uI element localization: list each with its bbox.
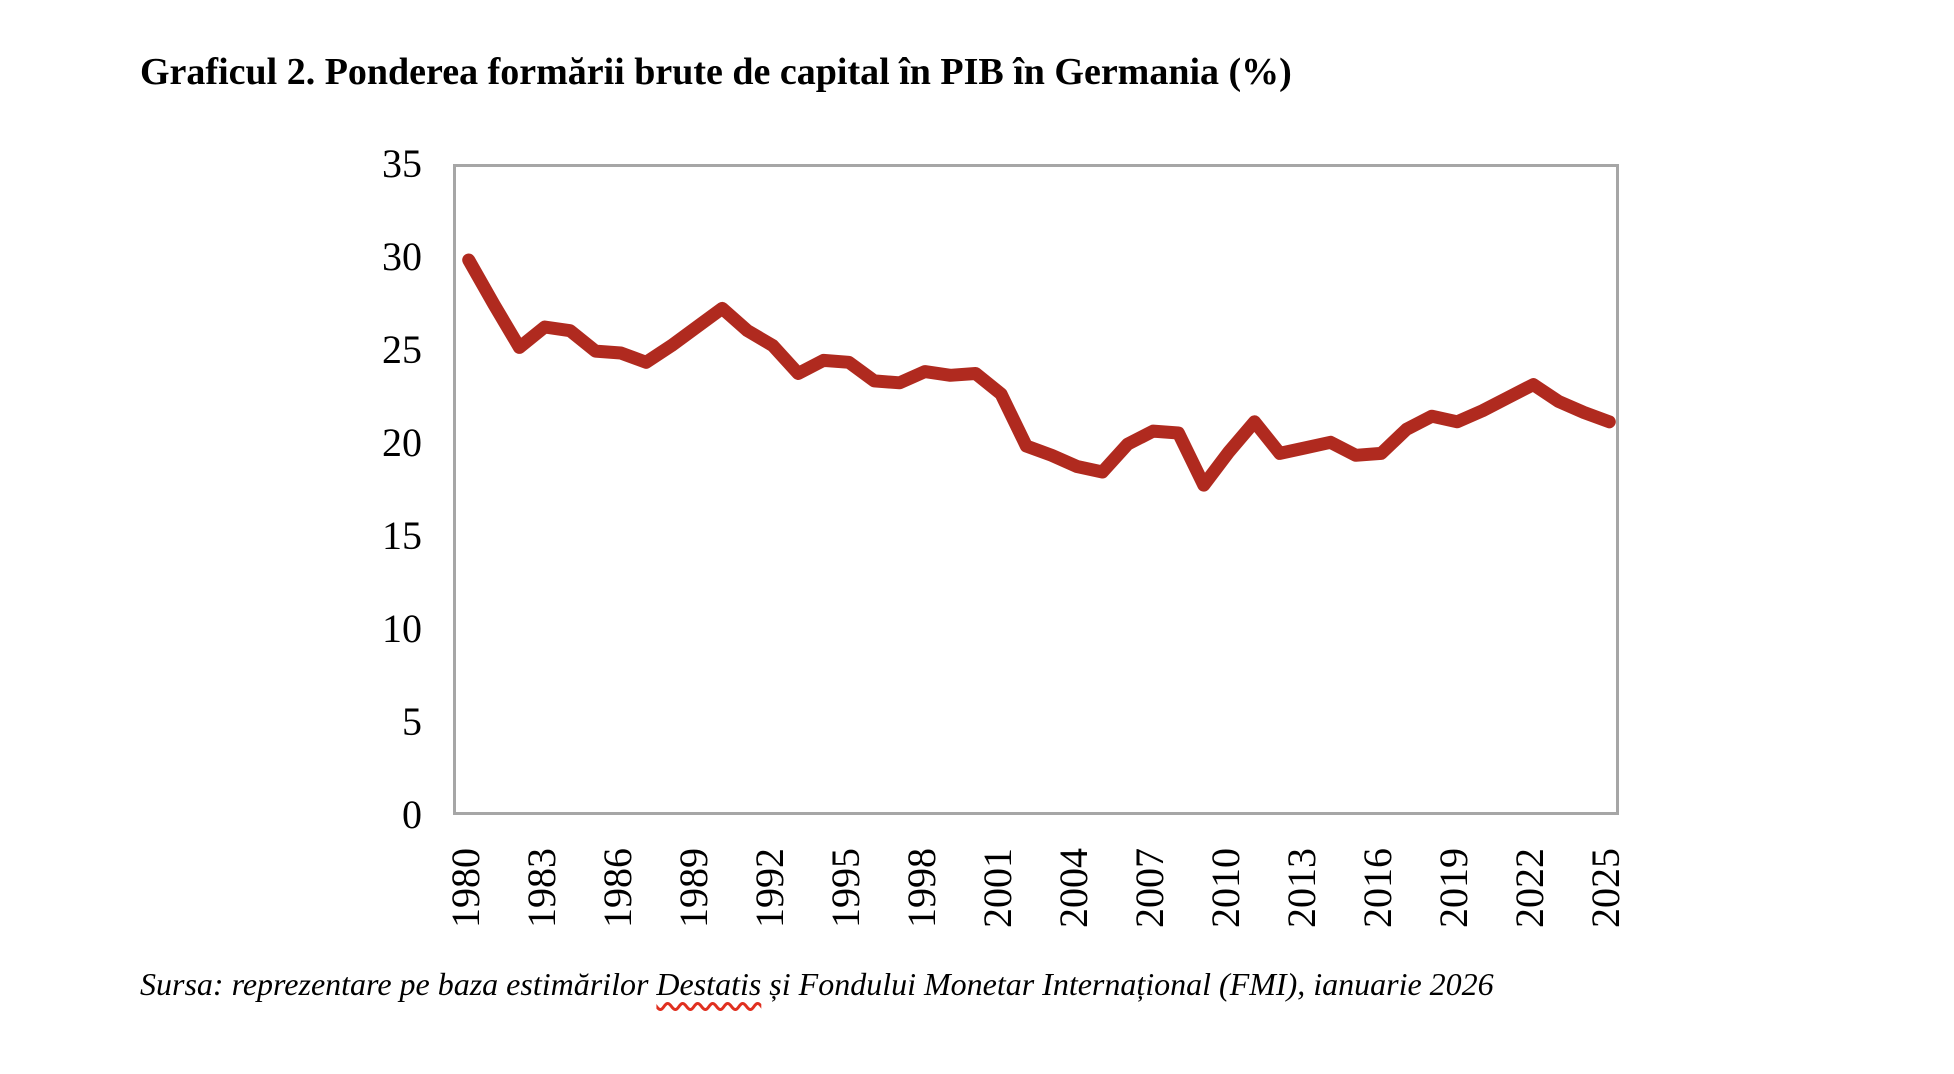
data-line	[462, 253, 1616, 492]
x-tick-label: 1995	[822, 848, 868, 928]
x-tick-label: 1989	[670, 848, 716, 928]
x-tick-label: 2004	[1051, 848, 1097, 928]
y-tick-label: 10	[382, 606, 422, 651]
x-tick-label: 1992	[746, 848, 792, 928]
plot-area	[453, 164, 1619, 815]
x-tick-label: 2025	[1583, 848, 1629, 928]
x-tick-label: 1998	[898, 848, 944, 928]
x-tick-label: 2001	[974, 848, 1020, 928]
x-tick-label: 1983	[518, 848, 564, 928]
y-tick-label: 5	[402, 699, 422, 744]
x-tick-label: 2013	[1279, 848, 1325, 928]
source-flagged-word: Destatis	[656, 966, 762, 1002]
y-tick-label: 35	[382, 141, 422, 186]
y-tick-label: 20	[382, 420, 422, 465]
y-tick-label: 30	[382, 234, 422, 279]
y-tick-label: 0	[402, 792, 422, 837]
source-text-continued: și Fondului Monetar Internațional (FMI),…	[761, 966, 1494, 1002]
x-tick-label: 2007	[1127, 848, 1173, 928]
y-tick-label: 25	[382, 327, 422, 372]
x-tick-label: 1986	[594, 848, 640, 928]
x-tick-label: 2010	[1203, 848, 1249, 928]
x-tick-label: 1980	[442, 848, 488, 928]
x-tick-label: 2022	[1507, 848, 1553, 928]
chart-title: Graficul 2. Ponderea formării brute de c…	[140, 51, 1292, 93]
x-tick-label: 2019	[1431, 848, 1477, 928]
y-tick-label: 15	[382, 513, 422, 558]
source-text: Sursa: reprezentare pe baza estimărilor	[140, 966, 657, 1002]
line-chart-canvas	[462, 253, 1616, 492]
x-tick-label: 2016	[1355, 848, 1401, 928]
source-note: Sursa: reprezentare pe baza estimărilor …	[140, 966, 1494, 1003]
